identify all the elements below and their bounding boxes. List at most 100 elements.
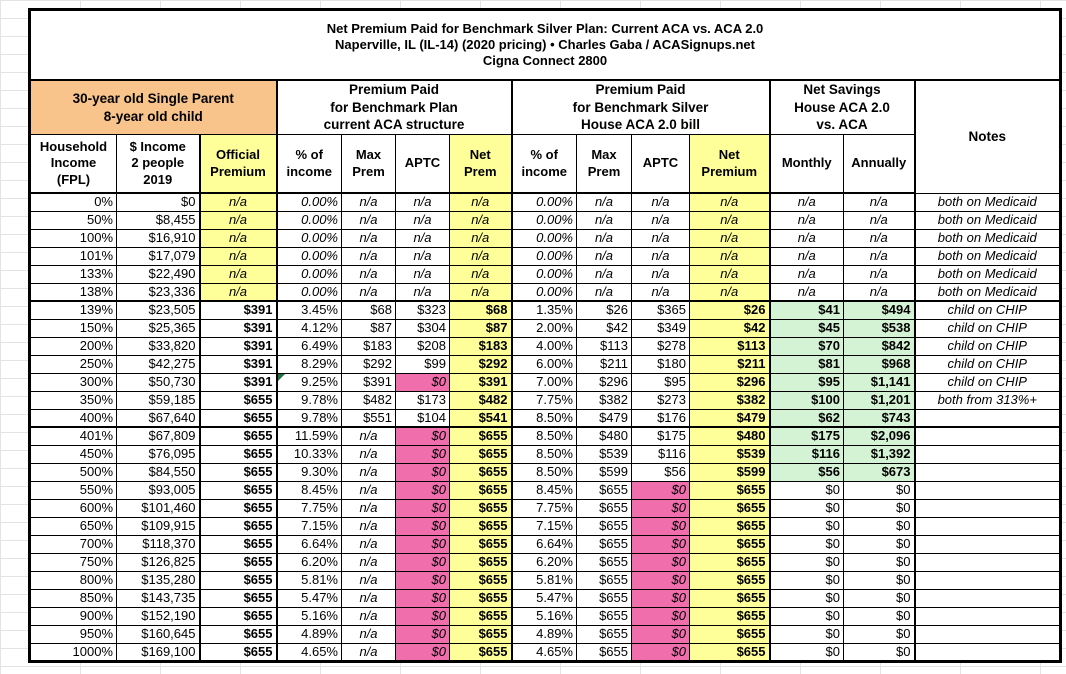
cell-aca-pct-income: 9.78% bbox=[276, 408, 342, 428]
cell-savings-monthly: $41 bbox=[769, 300, 844, 320]
cell-aca2-pct-income: 4.00% bbox=[511, 336, 577, 356]
table-row: 100% $16,910 n/a 0.00% n/a n/a n/a 0.00% n/a n/a n… bbox=[29, 228, 1061, 248]
cell-aca-max-prem: $482 bbox=[341, 390, 396, 410]
column-header-notes: Notes bbox=[914, 79, 1061, 194]
cell-aca-aptc: $0 bbox=[395, 498, 450, 518]
cell-aca2-net-premium: $655 bbox=[689, 588, 771, 608]
cell-notes bbox=[914, 606, 1061, 626]
cell-income: $67,640 bbox=[116, 408, 200, 428]
cell-savings-monthly: $62 bbox=[769, 408, 844, 428]
cell-official-premium: n/a bbox=[198, 210, 278, 230]
cell-aca2-pct-income: 7.15% bbox=[511, 516, 577, 536]
cell-aca-max-prem: n/a bbox=[341, 516, 396, 536]
cell-aca-aptc: $99 bbox=[395, 354, 450, 374]
column-header-aca-net-prem: Net Prem bbox=[449, 134, 513, 194]
cell-aca-net-prem: n/a bbox=[449, 228, 513, 248]
cell-aca2-pct-income: 1.35% bbox=[511, 300, 577, 320]
cell-fpl: 950% bbox=[29, 624, 117, 644]
cell-savings-monthly: $0 bbox=[769, 570, 844, 590]
cell-savings-annually: n/a bbox=[843, 264, 916, 284]
cell-fpl: 700% bbox=[29, 534, 117, 554]
cell-aca-max-prem: n/a bbox=[341, 642, 396, 662]
cell-aca2-net-premium: n/a bbox=[689, 228, 771, 248]
column-header-aca2-net-premium: Net Premium bbox=[689, 134, 771, 194]
cell-notes bbox=[914, 516, 1061, 536]
group-header-net-savings: Net Savings House ACA 2.0 vs. ACA bbox=[769, 79, 916, 135]
cell-fpl: 550% bbox=[29, 480, 117, 500]
cell-aca-aptc: $0 bbox=[395, 642, 450, 662]
cell-aca-net-prem: $655 bbox=[449, 642, 513, 662]
cell-aca2-pct-income: 4.89% bbox=[511, 624, 577, 644]
cell-aca2-aptc: $0 bbox=[631, 570, 690, 590]
cell-savings-annually: $2,096 bbox=[843, 426, 916, 446]
cell-aca2-aptc: $56 bbox=[631, 462, 690, 482]
cell-aca-max-prem: n/a bbox=[341, 462, 396, 482]
cell-aca2-aptc: $365 bbox=[631, 300, 690, 320]
cell-aca-max-prem: n/a bbox=[341, 282, 396, 302]
table-row: 101% $17,079 n/a 0.00% n/a n/a n/a 0.00% n/a n/a n… bbox=[29, 246, 1061, 266]
group-header-current-aca: Premium Paid for Benchmark Plan current … bbox=[276, 79, 513, 135]
cell-notes: child on CHIP bbox=[914, 354, 1061, 374]
cell-official-premium: $655 bbox=[198, 534, 278, 554]
cell-aca-aptc: $208 bbox=[395, 336, 450, 356]
cell-savings-annually: $0 bbox=[843, 480, 916, 500]
cell-fpl: 750% bbox=[29, 552, 117, 572]
cell-aca-net-prem: $655 bbox=[449, 462, 513, 482]
cell-aca2-max-prem: $479 bbox=[576, 408, 632, 428]
cell-aca2-net-premium: $382 bbox=[689, 390, 771, 410]
cell-official-premium: n/a bbox=[198, 264, 278, 284]
cell-aca2-pct-income: 5.16% bbox=[511, 606, 577, 626]
cell-aca2-max-prem: n/a bbox=[576, 246, 632, 266]
column-header-monthly: Monthly bbox=[769, 134, 844, 194]
table-row: 400% $67,640 $655 9.78% $551 $104 $541 8.50% $47… bbox=[29, 408, 1061, 428]
column-header-fpl: Household Income (FPL) bbox=[29, 134, 117, 194]
cell-fpl: 133% bbox=[29, 264, 117, 284]
cell-savings-annually: $538 bbox=[843, 318, 916, 338]
cell-fpl: 800% bbox=[29, 570, 117, 590]
cell-aca2-net-premium: n/a bbox=[689, 246, 771, 266]
cell-aca2-aptc: $175 bbox=[631, 426, 690, 446]
cell-income: $160,645 bbox=[116, 624, 200, 644]
column-header-aca2-pct-income: % of income bbox=[511, 134, 577, 194]
cell-aca-max-prem: n/a bbox=[341, 210, 396, 230]
column-header-annually: Annually bbox=[843, 134, 916, 194]
cell-notes bbox=[914, 534, 1061, 554]
cell-fpl: 850% bbox=[29, 588, 117, 608]
cell-fpl: 1000% bbox=[29, 642, 117, 662]
cell-official-premium: $655 bbox=[198, 570, 278, 590]
household-profile-header: 30-year old Single Parent 8-year old chi… bbox=[29, 79, 278, 135]
cell-aca2-pct-income: 8.50% bbox=[511, 426, 577, 446]
table-row: 500% $84,550 $655 9.30% n/a $0 $655 8.50% $599 $5… bbox=[29, 462, 1061, 482]
cell-income: $93,005 bbox=[116, 480, 200, 500]
cell-income: $169,100 bbox=[116, 642, 200, 662]
cell-income: $59,185 bbox=[116, 390, 200, 410]
cell-official-premium: $655 bbox=[198, 624, 278, 644]
cell-aca2-max-prem: $211 bbox=[576, 354, 632, 374]
cell-savings-monthly: $0 bbox=[769, 642, 844, 662]
cell-aca-aptc: $0 bbox=[395, 606, 450, 626]
cell-aca2-aptc: $176 bbox=[631, 408, 690, 428]
cell-savings-annually: $0 bbox=[843, 498, 916, 518]
cell-savings-monthly: $0 bbox=[769, 534, 844, 554]
table-row: 250% $42,275 $391 8.29% $292 $99 $292 6.00% $211… bbox=[29, 354, 1061, 374]
cell-aca-aptc: n/a bbox=[395, 228, 450, 248]
cell-savings-annually: n/a bbox=[843, 192, 916, 212]
cell-aca2-net-premium: $113 bbox=[689, 336, 771, 356]
cell-income: $23,505 bbox=[116, 300, 200, 320]
cell-aca2-pct-income: 0.00% bbox=[511, 192, 577, 212]
cell-official-premium: n/a bbox=[198, 228, 278, 248]
table-row: 850% $143,735 $655 5.47% n/a $0 $655 5.47% $655 $… bbox=[29, 588, 1061, 608]
cell-aca-max-prem: $183 bbox=[341, 336, 396, 356]
cell-income: $33,820 bbox=[116, 336, 200, 356]
cell-fpl: 300% bbox=[29, 372, 117, 392]
cell-savings-monthly: $0 bbox=[769, 480, 844, 500]
cell-aca2-net-premium: $655 bbox=[689, 624, 771, 644]
cell-aca-max-prem: n/a bbox=[341, 444, 396, 464]
cell-aca2-aptc: $278 bbox=[631, 336, 690, 356]
cell-aca2-net-premium: $655 bbox=[689, 552, 771, 572]
cell-official-premium: $655 bbox=[198, 444, 278, 464]
title-line-2: Naperville, IL (IL-14) (2020 pricing) • … bbox=[335, 36, 755, 52]
cell-aca2-net-premium: $480 bbox=[689, 426, 771, 446]
table-row: 50% $8,455 n/a 0.00% n/a n/a n/a 0.00% n/a n/a n/a… bbox=[29, 210, 1061, 230]
cell-savings-annually: $673 bbox=[843, 462, 916, 482]
